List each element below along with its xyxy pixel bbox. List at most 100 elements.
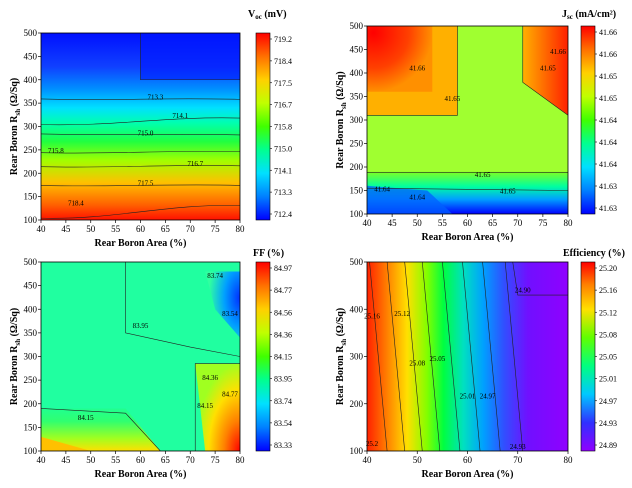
contour-label: 41.64 <box>374 186 390 194</box>
y-tick-label: 200 <box>24 168 38 178</box>
x-tick-label: 40 <box>37 224 47 234</box>
colorbar-tick-label: 715.0 <box>274 144 292 153</box>
colorbar <box>580 261 596 452</box>
panel-2: 40 45 50 55 60 65 70 75 80 100 150 200 250 300 350 400 4… <box>9 248 292 480</box>
colorbar-tick-label: 83.33 <box>274 441 292 450</box>
contour-label: 41.65 <box>540 64 556 72</box>
colorbar-tick-label: 714.1 <box>274 166 292 175</box>
x-tick-label: 65 <box>161 224 171 234</box>
colorbar-tick-label: 41.64 <box>599 116 617 125</box>
x-tick-label: 40 <box>37 455 47 465</box>
contour-label: 41.65 <box>500 187 516 195</box>
y-tick-label: 450 <box>350 45 364 55</box>
x-axis-label: Rear Boron Area (%) <box>422 469 514 480</box>
y-tick-label: 400 <box>24 75 38 85</box>
x-tick-label: 80 <box>564 455 574 465</box>
x-tick-label: 70 <box>513 218 523 228</box>
y-axis-label: Rear Boron Rsh (Ω/Sq) <box>9 78 22 175</box>
colorbar-tick-label: 716.7 <box>274 101 292 110</box>
x-tick-label: 55 <box>111 224 121 234</box>
x-tick-label: 70 <box>186 455 196 465</box>
y-tick-label: 250 <box>24 375 38 385</box>
y-tick-label: 250 <box>350 139 364 149</box>
colorbar-tick-label: 715.8 <box>274 123 292 132</box>
contour-label: 83.54 <box>222 310 238 318</box>
contour-fill <box>367 262 568 451</box>
x-tick-label: 60 <box>463 218 473 228</box>
x-tick-label: 80 <box>564 218 574 228</box>
x-tick-label: 45 <box>61 224 71 234</box>
y-tick-label: 100 <box>350 209 364 219</box>
colorbar-title: Voc (mV) <box>248 9 287 21</box>
colorbar-tick-label: 41.63 <box>599 182 617 191</box>
colorbar-tick-label: 84.15 <box>274 353 292 362</box>
y-tick-label: 150 <box>24 192 38 202</box>
contour-label: 41.66 <box>409 64 425 72</box>
contour-label: 718.4 <box>68 200 84 208</box>
colorbar-tick-label: 24.93 <box>599 419 617 428</box>
x-tick-label: 60 <box>136 224 146 234</box>
colorbar-tick-label: 25.12 <box>599 308 617 317</box>
contour-label: 25.2 <box>366 440 379 448</box>
colorbar-tick-label: 25.05 <box>599 353 617 362</box>
y-tick-label: 100 <box>350 446 364 456</box>
colorbar-title: Efficiency (%) <box>563 248 625 259</box>
y-axis-label: Rear Boron Rsh (Ω/Sq) <box>9 308 22 405</box>
contour-label: 717.5 <box>138 180 154 188</box>
x-tick-label: 45 <box>388 218 398 228</box>
contour-label: 715.8 <box>48 147 64 155</box>
y-tick-label: 100 <box>24 446 38 456</box>
colorbar <box>580 25 596 215</box>
colorbar-tick-label: 41.64 <box>599 160 617 169</box>
contour-label: 84.15 <box>78 414 94 422</box>
y-axis-label: Rear Boron Rsh (Ω/Sq) <box>335 308 348 405</box>
contour-label: 25.08 <box>409 360 425 368</box>
colorbar-tick-label: 41.65 <box>599 72 617 81</box>
contour-label: 24.93 <box>510 443 526 451</box>
contour-label: 25.01 <box>460 393 476 401</box>
colorbar-tick-label: 84.56 <box>274 308 292 317</box>
y-tick-label: 500 <box>350 257 364 267</box>
y-tick-label: 350 <box>24 98 38 108</box>
contour-label: 715.0 <box>138 130 154 138</box>
contour-label: 24.97 <box>480 393 496 401</box>
y-tick-label: 200 <box>350 399 364 409</box>
y-tick-label: 400 <box>24 304 38 314</box>
contour-label: 41.65 <box>475 171 491 179</box>
panel-3: 40 50 60 70 80 100 200 300 400 500 Rear Boron Area… <box>335 248 625 480</box>
y-axis-label: Rear Boron Rsh (Ω/Sq) <box>335 71 348 168</box>
x-tick-label: 50 <box>86 224 96 234</box>
x-tick-label: 80 <box>236 224 246 234</box>
y-tick-label: 350 <box>24 328 38 338</box>
y-tick-label: 300 <box>24 122 38 132</box>
contour-label: 25.16 <box>364 312 380 320</box>
colorbar-tick-label: 25.16 <box>599 286 617 295</box>
colorbar-tick-label: 41.65 <box>599 94 617 103</box>
x-tick-label: 50 <box>413 455 423 465</box>
panel-1: 40 45 50 55 60 65 70 75 80 100 150 200 250 300 350 400 4… <box>335 9 617 243</box>
contour-label: 25.05 <box>429 355 445 363</box>
y-tick-label: 200 <box>350 162 364 172</box>
contour-fill <box>41 262 240 451</box>
x-tick-label: 65 <box>161 455 171 465</box>
y-tick-label: 300 <box>350 115 364 125</box>
colorbar-tick-label: 713.3 <box>274 188 292 197</box>
colorbar <box>255 261 271 452</box>
colorbar-title: Jsc (mA/cm²) <box>562 9 616 21</box>
y-tick-label: 450 <box>24 281 38 291</box>
y-tick-label: 250 <box>24 145 38 155</box>
colorbar-tick-label: 84.36 <box>274 330 292 339</box>
contour-label: 83.74 <box>207 272 223 280</box>
x-tick-label: 60 <box>463 455 473 465</box>
y-tick-label: 400 <box>350 68 364 78</box>
contour-label: 84.36 <box>202 374 218 382</box>
panel-0: 40 45 50 55 60 65 70 75 80 100 150 200 250 300 350 400 4… <box>9 9 292 249</box>
colorbar-tick-label: 719.2 <box>274 35 292 44</box>
colorbar-tick-label: 84.97 <box>274 264 292 273</box>
colorbar-tick-label: 84.77 <box>274 286 292 295</box>
contour-label: 84.77 <box>222 390 238 398</box>
contour-label: 24.90 <box>515 286 531 294</box>
x-tick-label: 75 <box>211 224 221 234</box>
y-tick-label: 100 <box>24 215 38 225</box>
